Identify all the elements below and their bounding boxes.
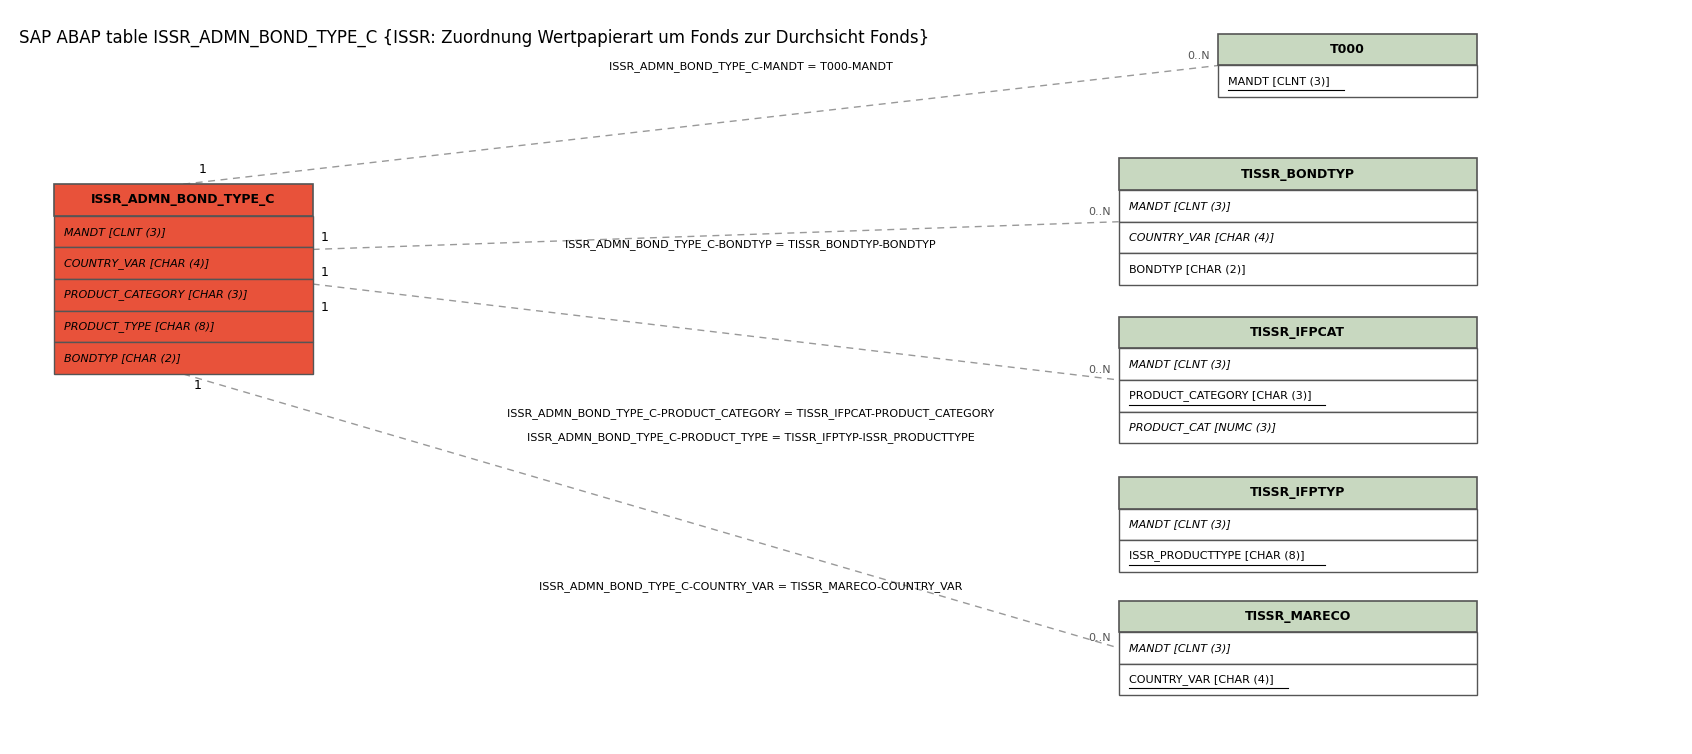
- Text: COUNTRY_VAR [CHAR (4)]: COUNTRY_VAR [CHAR (4)]: [1129, 232, 1274, 243]
- Text: 0..N: 0..N: [1088, 633, 1110, 643]
- Text: PRODUCT_CATEGORY [CHAR (3)]: PRODUCT_CATEGORY [CHAR (3)]: [64, 290, 247, 300]
- Text: 0..N: 0..N: [1088, 207, 1110, 217]
- Bar: [54, 342, 313, 374]
- Text: 1: 1: [320, 266, 328, 279]
- Text: BONDTYP [CHAR (2)]: BONDTYP [CHAR (2)]: [64, 353, 181, 363]
- Text: MANDT [CLNT (3)]: MANDT [CLNT (3)]: [1129, 520, 1230, 529]
- Bar: [1118, 600, 1477, 632]
- Bar: [1218, 66, 1477, 97]
- Bar: [54, 184, 313, 216]
- Bar: [1118, 158, 1477, 190]
- Text: 1: 1: [320, 301, 328, 314]
- Bar: [1118, 664, 1477, 695]
- Text: MANDT [CLNT (3)]: MANDT [CLNT (3)]: [64, 227, 166, 237]
- Text: 1: 1: [193, 379, 201, 392]
- Text: TISSR_IFPTYP: TISSR_IFPTYP: [1250, 486, 1345, 499]
- Text: 1: 1: [198, 164, 206, 176]
- Text: ISSR_PRODUCTTYPE [CHAR (8)]: ISSR_PRODUCTTYPE [CHAR (8)]: [1129, 550, 1305, 562]
- Bar: [54, 247, 313, 279]
- Bar: [54, 311, 313, 342]
- Bar: [1118, 348, 1477, 380]
- Text: T000: T000: [1330, 43, 1365, 56]
- Text: ISSR_ADMN_BOND_TYPE_C: ISSR_ADMN_BOND_TYPE_C: [91, 194, 276, 207]
- Text: MANDT [CLNT (3)]: MANDT [CLNT (3)]: [1129, 359, 1230, 369]
- Bar: [1118, 508, 1477, 540]
- Text: ISSR_ADMN_BOND_TYPE_C-PRODUCT_TYPE = TISSR_IFPTYP-ISSR_PRODUCTTYPE: ISSR_ADMN_BOND_TYPE_C-PRODUCT_TYPE = TIS…: [526, 432, 975, 443]
- Text: SAP ABAP table ISSR_ADMN_BOND_TYPE_C {ISSR: Zuordnung Wertpapierart um Fonds zur: SAP ABAP table ISSR_ADMN_BOND_TYPE_C {IS…: [19, 29, 929, 48]
- Text: ISSR_ADMN_BOND_TYPE_C-BONDTYP = TISSR_BONDTYP-BONDTYP: ISSR_ADMN_BOND_TYPE_C-BONDTYP = TISSR_BO…: [565, 240, 936, 250]
- Text: MANDT [CLNT (3)]: MANDT [CLNT (3)]: [1129, 201, 1230, 211]
- Text: 0..N: 0..N: [1088, 365, 1110, 375]
- Bar: [1118, 412, 1477, 443]
- Bar: [54, 279, 313, 311]
- Text: PRODUCT_CATEGORY [CHAR (3)]: PRODUCT_CATEGORY [CHAR (3)]: [1129, 391, 1311, 401]
- Bar: [1118, 477, 1477, 508]
- Bar: [1118, 540, 1477, 572]
- Text: PRODUCT_TYPE [CHAR (8)]: PRODUCT_TYPE [CHAR (8)]: [64, 321, 215, 332]
- Bar: [1118, 222, 1477, 253]
- Text: 0..N: 0..N: [1188, 51, 1210, 60]
- Text: BONDTYP [CHAR (2)]: BONDTYP [CHAR (2)]: [1129, 264, 1245, 274]
- Bar: [1118, 380, 1477, 412]
- Text: MANDT [CLNT (3)]: MANDT [CLNT (3)]: [1228, 76, 1330, 86]
- Bar: [1218, 34, 1477, 66]
- Bar: [1118, 190, 1477, 222]
- Text: COUNTRY_VAR [CHAR (4)]: COUNTRY_VAR [CHAR (4)]: [1129, 674, 1272, 685]
- Text: TISSR_BONDTYP: TISSR_BONDTYP: [1240, 168, 1355, 181]
- Text: ISSR_ADMN_BOND_TYPE_C-COUNTRY_VAR = TISSR_MARECO-COUNTRY_VAR: ISSR_ADMN_BOND_TYPE_C-COUNTRY_VAR = TISS…: [538, 581, 963, 592]
- Text: COUNTRY_VAR [CHAR (4)]: COUNTRY_VAR [CHAR (4)]: [64, 258, 210, 268]
- Text: ISSR_ADMN_BOND_TYPE_C-PRODUCT_CATEGORY = TISSR_IFPCAT-PRODUCT_CATEGORY: ISSR_ADMN_BOND_TYPE_C-PRODUCT_CATEGORY =…: [508, 408, 995, 418]
- Bar: [1118, 317, 1477, 348]
- Text: TISSR_MARECO: TISSR_MARECO: [1245, 610, 1350, 623]
- Bar: [54, 216, 313, 247]
- Text: MANDT [CLNT (3)]: MANDT [CLNT (3)]: [1129, 643, 1230, 653]
- Text: 1: 1: [320, 231, 328, 244]
- Text: TISSR_IFPCAT: TISSR_IFPCAT: [1250, 326, 1345, 339]
- Bar: [1118, 632, 1477, 664]
- Text: ISSR_ADMN_BOND_TYPE_C-MANDT = T000-MANDT: ISSR_ADMN_BOND_TYPE_C-MANDT = T000-MANDT: [609, 62, 892, 72]
- Text: PRODUCT_CAT [NUMC (3)]: PRODUCT_CAT [NUMC (3)]: [1129, 422, 1276, 433]
- Bar: [1118, 253, 1477, 285]
